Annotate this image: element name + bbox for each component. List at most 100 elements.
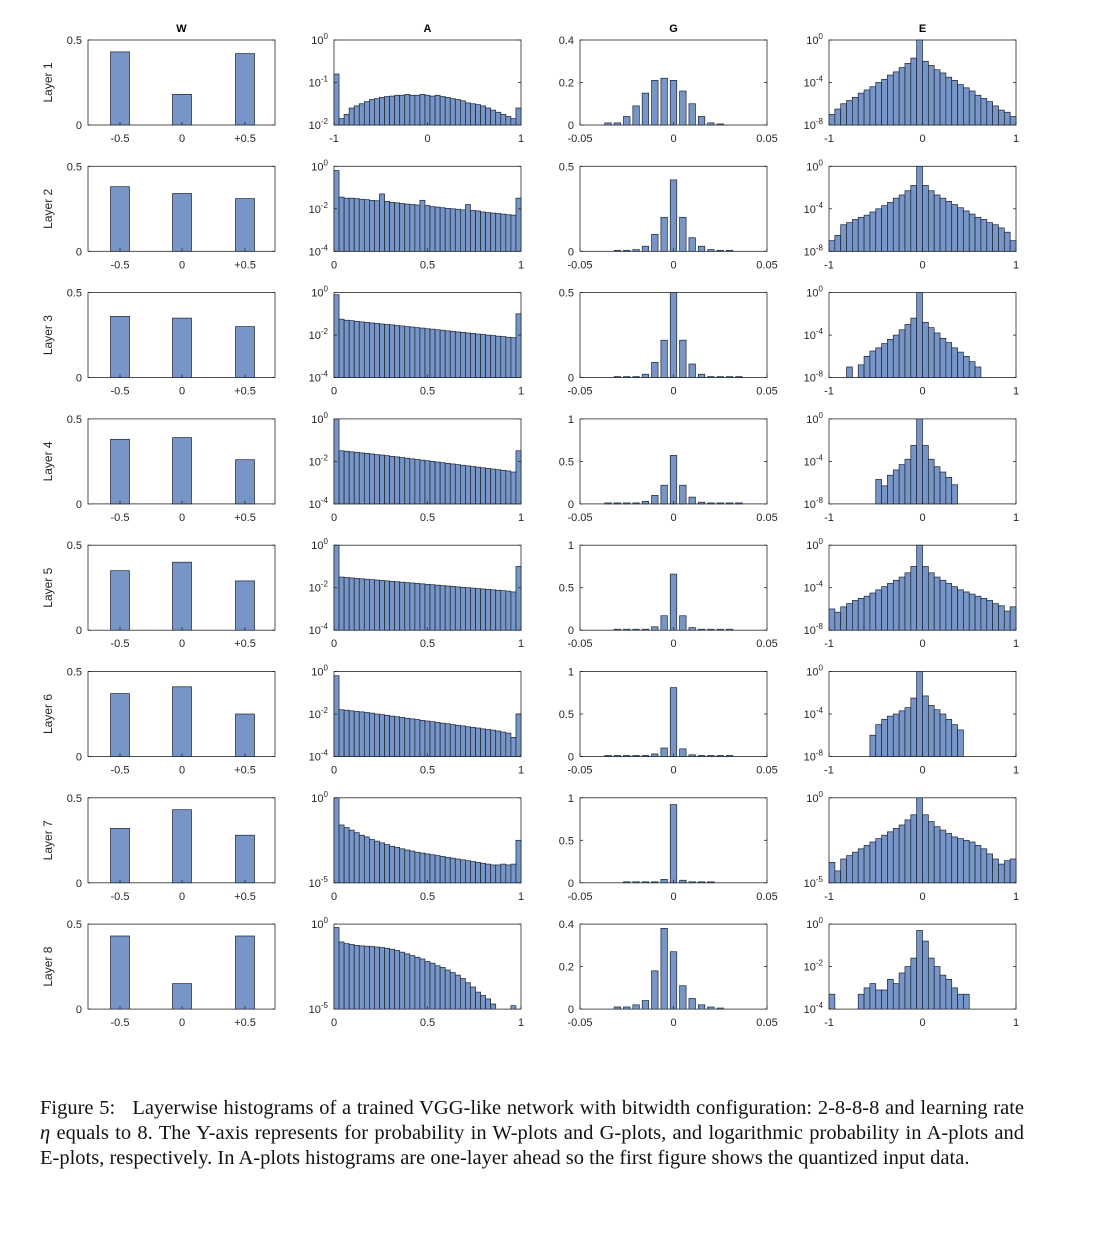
e-bar bbox=[898, 194, 906, 252]
w-xtick-label: 0 bbox=[179, 259, 185, 271]
e-xtick-label: -1 bbox=[824, 133, 834, 145]
w-xtick-label: -0.5 bbox=[111, 1017, 130, 1029]
a-bar bbox=[449, 98, 456, 126]
g-bar bbox=[679, 985, 687, 1010]
w-ytick-label: 0 bbox=[76, 1004, 82, 1016]
a-panel: 0 0.5 1 100 10-2 10-4 bbox=[309, 537, 524, 650]
e-bar bbox=[840, 224, 847, 252]
e-bar bbox=[980, 219, 988, 252]
a-bar bbox=[449, 208, 456, 252]
a-bar bbox=[505, 590, 512, 631]
a-bar bbox=[485, 589, 492, 631]
e-bar bbox=[974, 216, 982, 252]
a-bar bbox=[490, 468, 497, 505]
a-bar bbox=[490, 109, 497, 126]
a-bar bbox=[500, 863, 507, 884]
e-bar bbox=[846, 855, 853, 884]
w-panel: -0.5 0 +0.5 0 0.5 bbox=[67, 667, 276, 777]
w-xtick-label: 0 bbox=[179, 386, 185, 398]
g-xtick-label: 0.05 bbox=[756, 765, 777, 777]
e-bar bbox=[951, 347, 958, 378]
g-bar bbox=[632, 502, 640, 505]
e-xtick-label: 1 bbox=[1013, 259, 1019, 271]
e-bar bbox=[910, 185, 918, 252]
e-bar bbox=[898, 464, 906, 505]
a-bar bbox=[394, 456, 401, 505]
w-bar bbox=[110, 51, 130, 126]
a-bar bbox=[409, 850, 416, 884]
e-bar bbox=[998, 109, 1005, 126]
a-bar bbox=[490, 212, 497, 252]
e-bar bbox=[887, 978, 894, 1010]
e-bar bbox=[869, 983, 877, 1010]
a-bar bbox=[399, 457, 406, 505]
g-bar bbox=[707, 755, 715, 757]
g-xtick-label: 0 bbox=[670, 133, 676, 145]
a-bar bbox=[374, 323, 380, 378]
a-bar bbox=[475, 991, 481, 1010]
g-bar bbox=[651, 753, 659, 757]
a-bar bbox=[454, 974, 461, 1010]
a-bar bbox=[369, 579, 375, 631]
a-bar bbox=[394, 950, 401, 1010]
a-panel: 0 0.5 1 100 10-2 10-4 bbox=[309, 664, 524, 777]
e-bar bbox=[892, 983, 900, 1010]
e-bar bbox=[963, 839, 970, 884]
a-bar bbox=[363, 199, 370, 252]
e-bar bbox=[852, 851, 859, 884]
e-bar bbox=[892, 197, 900, 252]
a-xtick-label: 0 bbox=[331, 259, 337, 271]
a-bar bbox=[384, 96, 390, 126]
g-ytick-label: 0.5 bbox=[559, 835, 574, 847]
e-bar bbox=[992, 858, 999, 884]
a-bar bbox=[439, 856, 446, 884]
e-bar bbox=[927, 821, 935, 884]
e-bar bbox=[916, 671, 923, 757]
g-xtick-label: -0.05 bbox=[567, 386, 592, 398]
g-ytick-label: 0.2 bbox=[559, 962, 574, 974]
e-bar bbox=[910, 697, 918, 757]
w-xtick-label: 0 bbox=[179, 891, 185, 903]
a-bar bbox=[419, 958, 426, 1010]
e-bar bbox=[992, 105, 999, 126]
a-bar bbox=[348, 944, 355, 1010]
g-bar bbox=[679, 748, 687, 757]
e-bar bbox=[857, 92, 865, 126]
e-bar bbox=[875, 989, 882, 1010]
a-bar bbox=[374, 454, 380, 505]
a-bar bbox=[404, 457, 411, 505]
w-ytick-label: 0.5 bbox=[67, 540, 82, 552]
a-bar bbox=[343, 197, 350, 252]
a-bar bbox=[470, 103, 476, 126]
a-bar bbox=[389, 845, 395, 884]
e-bar bbox=[904, 707, 912, 757]
e-bar bbox=[1003, 610, 1011, 631]
g-bar bbox=[641, 755, 650, 757]
a-bar bbox=[465, 860, 471, 884]
e-bar bbox=[887, 202, 894, 252]
a-bar bbox=[348, 107, 355, 126]
e-bar bbox=[887, 831, 894, 884]
g-xtick-label: 0.05 bbox=[756, 1017, 777, 1029]
e-ytick-label: 10-2 bbox=[804, 959, 824, 974]
row-label: Layer 3 bbox=[41, 315, 55, 355]
e-bar bbox=[892, 334, 900, 378]
a-bar bbox=[470, 986, 476, 1010]
w-xtick-label: -0.5 bbox=[111, 638, 130, 650]
e-bar bbox=[957, 351, 964, 378]
e-bar bbox=[898, 329, 906, 378]
a-bar bbox=[434, 722, 441, 757]
e-bar bbox=[892, 71, 900, 126]
g-bar bbox=[641, 92, 650, 126]
e-ytick-label: 10-4 bbox=[804, 580, 824, 595]
a-bar bbox=[454, 99, 461, 126]
w-ytick-label: 0 bbox=[76, 373, 82, 385]
a-bar bbox=[404, 326, 411, 378]
a-bar bbox=[454, 331, 461, 378]
g-bar bbox=[688, 754, 696, 757]
g-bar bbox=[660, 615, 668, 631]
g-ytick-label: 0.5 bbox=[559, 161, 574, 173]
a-bar bbox=[338, 709, 345, 757]
e-bar bbox=[916, 165, 923, 252]
